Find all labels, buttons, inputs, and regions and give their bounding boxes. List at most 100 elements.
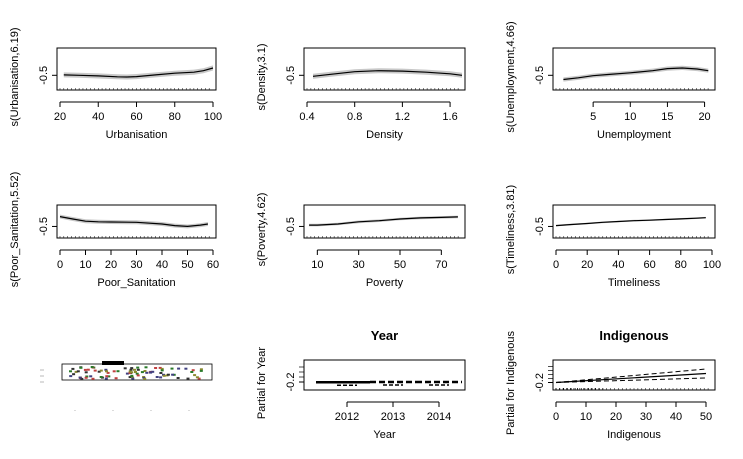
x-tick-label: 1.2 (395, 111, 410, 123)
map-region (159, 372, 163, 374)
smooth-curve (312, 70, 463, 77)
map-region (84, 376, 88, 379)
map-region (155, 376, 159, 378)
x-tick-label: 40 (156, 259, 168, 271)
map-region (154, 367, 158, 369)
panel-6: s(Timeliness,3.81) 0 20 40 60 80 100 Timeliness (505, 185, 721, 289)
y-axis-label: s(Density,3.1) (256, 43, 268, 110)
map-region (107, 375, 111, 378)
map-region (193, 374, 197, 377)
map-region (116, 370, 120, 373)
map-region (106, 371, 110, 374)
x-tick-label: 0.4 (299, 111, 314, 123)
y-tick-label: -0.2 (534, 373, 546, 392)
map-region (123, 367, 127, 370)
map-region (69, 375, 73, 378)
y-axis-label: s(Timeliness,3.81) (505, 185, 517, 274)
map-region (162, 374, 166, 377)
x-tick-label: 2013 (381, 411, 405, 423)
x-tick-label: 60 (643, 259, 655, 271)
map-region (136, 366, 140, 369)
map-region (78, 376, 82, 379)
x-axis-label: Poor_Sanitation (97, 277, 175, 289)
map-region (80, 377, 84, 380)
x-tick-label: 100 (703, 259, 721, 271)
x-tick-label: 0 (553, 411, 559, 423)
plot-frame (56, 47, 217, 91)
y-tick-label: -0.5 (534, 66, 546, 85)
map-region (131, 377, 135, 380)
map-region (93, 369, 97, 372)
x-tick-label: 70 (435, 259, 447, 271)
map-region (199, 369, 203, 372)
map-region (71, 367, 75, 370)
panel-4: s(Poor_Sanitation,5.52) 0 10 20 30 40 50 60 Poor… (9, 172, 219, 289)
x-tick-label: 50 (700, 411, 712, 423)
smooth-curve (63, 67, 214, 78)
map-region (151, 370, 155, 373)
x-tick-label: 60 (207, 259, 219, 271)
map-region (195, 376, 199, 379)
x-tick-label: 5 (590, 111, 596, 123)
map-region (86, 368, 90, 371)
map-region (114, 377, 118, 380)
map-region (190, 371, 194, 373)
map-region (128, 370, 132, 373)
map-frame (61, 363, 213, 381)
x-tick-label: 0.8 (347, 111, 362, 123)
map-region (160, 367, 164, 370)
map-region (90, 366, 94, 368)
map-region (130, 367, 134, 370)
x-axis-label: Indigenous (607, 429, 661, 441)
map-region (149, 371, 153, 374)
x-axis-label: Poverty (366, 277, 404, 289)
map-region (136, 368, 140, 371)
map-region (89, 375, 93, 378)
map-region (85, 375, 89, 378)
y-tick-label: -0.2 (285, 373, 297, 392)
map-region (134, 371, 137, 373)
map-region (79, 366, 83, 369)
x-tick-label: 30 (130, 259, 142, 271)
map-region (99, 369, 103, 372)
map-region (170, 367, 174, 370)
x-axis-label: Year (373, 429, 396, 441)
x-tick-label: 80 (169, 111, 181, 123)
map-region (128, 376, 132, 379)
map-region (84, 371, 88, 374)
x-tick-label: 60 (130, 111, 142, 123)
panel-8: Partial for Year 2012 2013 2014 Year Year (256, 328, 466, 441)
panel-3: s(Unemployment,4.66) 5 10 15 20 Unemployment (505, 21, 716, 141)
map-region (160, 369, 164, 372)
map-region (158, 366, 162, 369)
x-tick-label: 40 (670, 411, 682, 423)
smooth-curve (555, 372, 707, 384)
panel-9: Partial for Indigenous 0 10 20 30 40 50 Indigen… (505, 328, 716, 441)
y-axis-label: s(Poverty,4.62) (256, 193, 268, 267)
y-tick-label: -0.5 (285, 66, 297, 85)
map-region (69, 370, 72, 373)
map-region (83, 368, 87, 371)
x-tick-label: 40 (92, 111, 104, 123)
map-region (105, 370, 108, 373)
map-region (112, 370, 116, 373)
x-tick-label: 100 (204, 111, 222, 123)
chart-title: Year (371, 328, 398, 343)
map-region (104, 377, 108, 380)
map-region (184, 367, 188, 370)
map-region (136, 374, 140, 377)
x-tick-label: 20 (610, 411, 622, 423)
map-region (176, 377, 180, 379)
map-region (74, 370, 78, 373)
x-tick-label: 30 (353, 259, 365, 271)
map-region (128, 371, 132, 374)
map-region (131, 376, 134, 379)
map-region (97, 370, 101, 373)
y-axis-label: s(Unemployment,4.66) (505, 21, 517, 132)
x-tick-label: 10 (311, 259, 323, 271)
x-tick-label: 20 (581, 259, 593, 271)
smooth-curve (59, 216, 208, 228)
panel-5: s(Poverty,4.62) 10 30 50 70 Poverty (256, 193, 466, 289)
map-region (135, 372, 139, 375)
smooth-curve (563, 67, 709, 81)
